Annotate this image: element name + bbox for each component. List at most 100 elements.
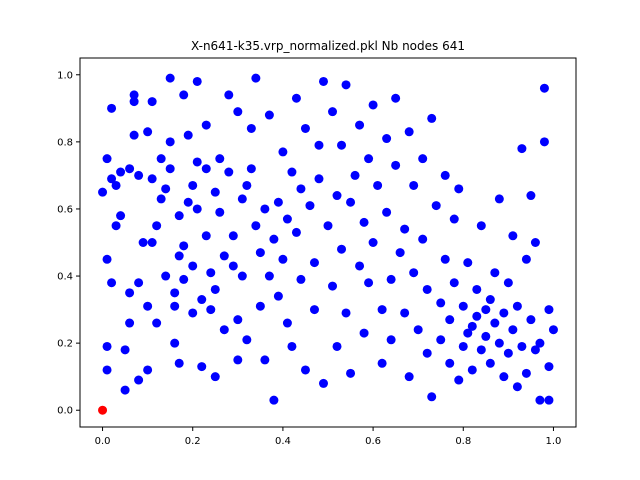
node-point: [188, 180, 198, 190]
depot-marker: [98, 405, 108, 415]
node-point: [422, 348, 432, 358]
node-point: [269, 234, 279, 244]
node-point: [192, 157, 202, 167]
node-point: [174, 211, 184, 221]
node-point: [359, 217, 369, 227]
node-point: [454, 184, 464, 194]
node-point: [183, 130, 193, 140]
node-point: [111, 221, 121, 231]
node-point: [251, 221, 261, 231]
node-point: [413, 325, 423, 335]
node-point: [440, 170, 450, 180]
node-point: [237, 271, 247, 281]
x-tick-label: 0.2: [185, 436, 201, 447]
node-point: [264, 110, 274, 120]
node-point: [494, 338, 504, 348]
node-point: [463, 258, 473, 268]
node-point: [111, 180, 121, 190]
node-point: [179, 90, 189, 100]
node-point: [170, 288, 180, 298]
node-point: [418, 234, 428, 244]
y-tick-label: 0.2: [57, 339, 73, 350]
node-point: [246, 123, 256, 133]
node-point: [377, 305, 387, 315]
y-axis: 0.0 0.2 0.4 0.6 0.8 1.0: [57, 70, 80, 417]
node-point: [318, 378, 328, 388]
node-point: [521, 368, 531, 378]
node-point: [201, 164, 211, 174]
node-point: [192, 76, 202, 86]
node-point: [485, 295, 495, 305]
node-point: [278, 254, 288, 264]
node-point: [107, 103, 117, 113]
node-point: [314, 140, 324, 150]
node-point: [494, 194, 504, 204]
node-point: [300, 123, 310, 133]
node-point: [526, 191, 536, 201]
node-point: [107, 174, 117, 184]
node-point: [337, 244, 347, 254]
node-point: [364, 154, 374, 164]
node-point: [476, 345, 486, 355]
node-point: [134, 278, 144, 288]
node-point: [129, 130, 139, 140]
node-point: [206, 305, 216, 315]
x-tick-label: 0.0: [95, 436, 111, 447]
node-point: [355, 120, 365, 130]
node-point: [467, 365, 477, 375]
node-point: [300, 365, 310, 375]
y-tick-label: 0.8: [57, 137, 73, 148]
node-point: [179, 274, 189, 284]
node-point: [328, 107, 338, 117]
node-point: [400, 224, 410, 234]
node-point: [539, 83, 549, 93]
plot-frame: [79, 57, 577, 428]
node-point: [404, 127, 414, 137]
node-point: [201, 231, 211, 241]
depot-point: [98, 405, 108, 415]
node-point: [296, 274, 306, 284]
node-point: [296, 184, 306, 194]
node-point: [373, 180, 383, 190]
node-point: [318, 76, 328, 86]
node-point: [409, 268, 419, 278]
node-point: [382, 134, 392, 144]
node-point: [314, 174, 324, 184]
node-point: [530, 345, 540, 355]
node-point: [382, 207, 392, 217]
node-point: [431, 201, 441, 211]
node-point: [210, 187, 220, 197]
node-point: [233, 107, 243, 117]
node-point: [512, 382, 522, 392]
node-point: [188, 261, 198, 271]
node-point: [458, 301, 468, 311]
node-point: [391, 160, 401, 170]
node-point: [102, 254, 112, 264]
node-point: [107, 278, 117, 288]
node-point: [377, 358, 387, 368]
x-tick-label: 0.4: [275, 436, 291, 447]
node-point: [125, 318, 135, 328]
node-point: [332, 191, 342, 201]
node-point: [138, 238, 148, 247]
node-point: [147, 238, 157, 247]
node-point: [427, 392, 437, 402]
node-point: [125, 288, 135, 298]
node-point: [548, 325, 558, 335]
node-point: [134, 375, 144, 385]
node-point: [445, 358, 455, 368]
node-point: [409, 180, 419, 190]
node-point: [260, 355, 270, 365]
node-point: [228, 231, 238, 241]
node-point: [341, 308, 351, 318]
node-point: [273, 291, 283, 301]
node-point: [544, 395, 554, 405]
node-point: [282, 214, 292, 224]
node-point: [287, 341, 297, 351]
node-point: [499, 372, 509, 382]
node-point: [282, 318, 292, 328]
node-point: [242, 335, 252, 345]
node-point: [192, 204, 202, 214]
node-point: [499, 308, 509, 318]
